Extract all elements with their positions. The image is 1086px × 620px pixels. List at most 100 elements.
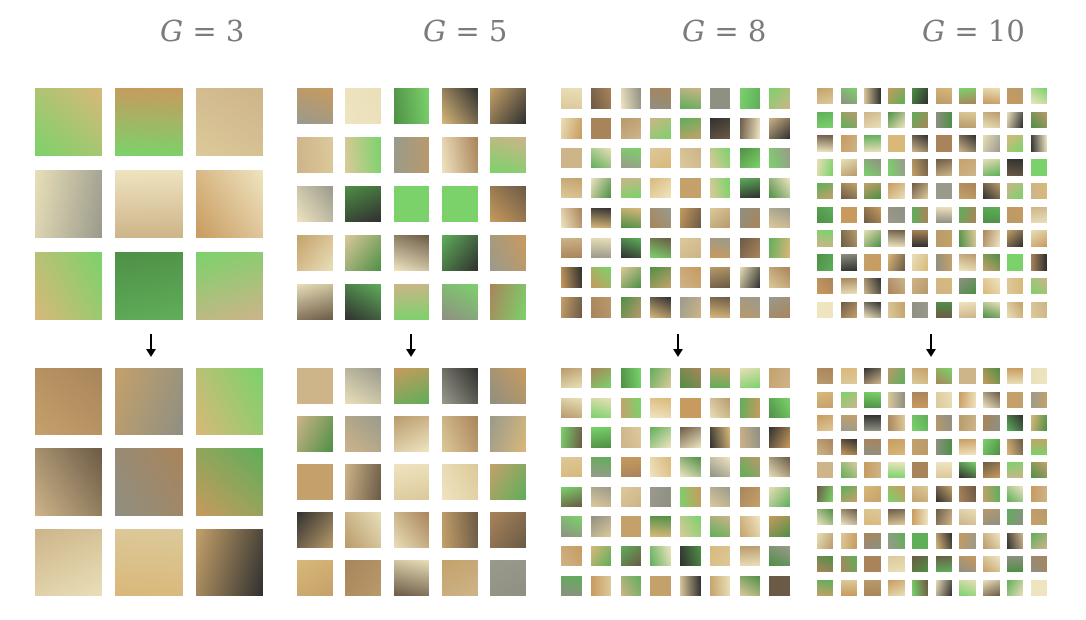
image-tile (1006, 277, 1024, 295)
image-tile (840, 368, 858, 385)
image-tile (840, 230, 858, 247)
image-tile (620, 297, 642, 318)
image-tile (769, 88, 790, 109)
image-tile (817, 509, 834, 526)
image-tile (393, 512, 430, 548)
image-tile (680, 88, 701, 109)
tile-grid (35, 368, 263, 596)
image-tile (1006, 509, 1024, 526)
image-tile (590, 516, 612, 537)
image-tile (864, 206, 881, 224)
image-tile (983, 485, 1000, 502)
image-tile (983, 579, 1000, 596)
image-tile (709, 88, 731, 109)
image-tile (1006, 254, 1024, 271)
image-tile (864, 182, 881, 200)
image-tile (935, 509, 953, 526)
image-tile (888, 206, 905, 224)
image-tile (490, 368, 526, 404)
image-tile (1006, 579, 1024, 596)
image-tile (393, 88, 430, 125)
image-tile (959, 579, 976, 596)
image-tile (817, 485, 834, 502)
image-tile (864, 159, 881, 176)
image-tile (935, 579, 953, 596)
image-tile (561, 297, 582, 318)
image-tile (888, 462, 905, 479)
image-tile (590, 427, 612, 448)
image-tile (297, 234, 333, 272)
image-tile (864, 462, 881, 479)
image-tile (709, 237, 731, 259)
image-tile (1030, 182, 1047, 200)
image-tile (620, 207, 642, 229)
image-tile (441, 185, 478, 223)
image-tile (1030, 254, 1047, 271)
image-tile (817, 391, 834, 408)
image-tile (680, 177, 701, 199)
image-tile (817, 159, 834, 176)
image-tile (840, 391, 858, 408)
image-tile (935, 462, 953, 479)
image-tile (1006, 391, 1024, 408)
image-tile (911, 368, 929, 385)
image-tile (297, 136, 333, 174)
image-tile (709, 545, 731, 567)
image-tile (393, 560, 430, 596)
image-tile (680, 545, 701, 567)
image-tile (911, 579, 929, 596)
image-tile (911, 182, 929, 200)
image-tile (195, 251, 263, 320)
image-tile (650, 207, 671, 229)
image-tile (297, 185, 333, 223)
image-tile (739, 516, 761, 537)
image-tile (840, 277, 858, 295)
image-tile (35, 368, 103, 436)
image-tile (769, 516, 790, 537)
image-tile (709, 368, 731, 389)
image-tile (739, 427, 761, 448)
image-tile (561, 237, 582, 259)
image-tile (769, 575, 790, 596)
image-tile (115, 169, 183, 239)
image-tile (959, 88, 976, 105)
image-tile (1030, 415, 1047, 432)
image-tile (769, 267, 790, 289)
image-tile (840, 301, 858, 318)
image-tile (1006, 556, 1024, 573)
image-tile (840, 579, 858, 596)
image-tile (864, 111, 881, 129)
image-tile (393, 185, 430, 223)
image-tile (840, 556, 858, 573)
image-tile (864, 556, 881, 573)
image-tile (959, 391, 976, 408)
image-tile (345, 560, 382, 596)
image-tile (769, 456, 790, 478)
image-tile (1006, 301, 1024, 318)
image-tile (1030, 485, 1047, 502)
image-tile (590, 456, 612, 478)
image-tile (817, 368, 834, 385)
tile-grid (297, 368, 526, 596)
image-tile (983, 391, 1000, 408)
image-tile (345, 416, 382, 452)
image-tile (620, 147, 642, 169)
image-tile (650, 147, 671, 169)
image-tile (1030, 111, 1047, 129)
image-tile (888, 135, 905, 152)
image-tile (935, 135, 953, 152)
image-tile (935, 485, 953, 502)
image-tile (1006, 111, 1024, 129)
image-tile (441, 283, 478, 320)
image-tile (590, 397, 612, 419)
image-tile (1030, 301, 1047, 318)
image-tile (590, 88, 612, 109)
panel-title-g8: G = 8 (682, 14, 767, 48)
image-tile (490, 234, 526, 272)
image-tile (911, 438, 929, 455)
image-tile (620, 486, 642, 508)
image-tile (620, 516, 642, 537)
image-tile (650, 456, 671, 478)
image-tile (650, 368, 671, 389)
image-tile (490, 136, 526, 174)
